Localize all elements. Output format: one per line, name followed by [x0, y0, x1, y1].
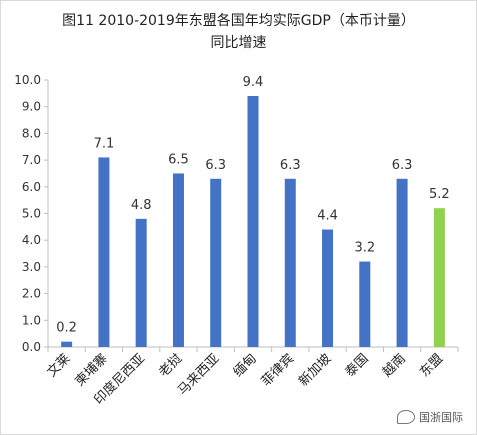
x-category-label: 缅甸	[231, 351, 260, 380]
data-label: 0.2	[56, 321, 77, 336]
chart-title-line-2: 同比增速	[210, 35, 267, 51]
data-label: 6.3	[392, 158, 413, 173]
bar	[247, 96, 259, 348]
chart-title-line-1: 图11 2010-2019年东盟各国年均实际GDP（本币计量）	[62, 13, 415, 29]
y-tick-label: 4.0	[22, 233, 41, 247]
y-tick-label: 0.0	[22, 340, 41, 354]
y-tick-label: 10.0	[14, 73, 41, 87]
bar	[396, 178, 408, 347]
bar	[322, 229, 334, 347]
bar	[135, 218, 147, 347]
x-category-label: 文莱	[44, 351, 73, 380]
y-tick-label: 7.0	[22, 153, 41, 167]
x-category-label: 泰国	[343, 351, 372, 380]
y-tick-label: 1.0	[22, 313, 41, 327]
bar	[359, 261, 371, 347]
x-category-label: 菲律宾	[258, 351, 297, 390]
x-category-label: 越南	[379, 351, 409, 381]
x-category-label: 新加坡	[295, 351, 334, 390]
x-category-label: 东盟	[417, 351, 446, 380]
wechat-icon	[397, 410, 415, 424]
data-label: 6.3	[280, 158, 301, 173]
data-label: 9.4	[243, 75, 264, 90]
y-tick-label: 3.0	[22, 260, 41, 274]
y-tick-label: 9.0	[22, 100, 41, 114]
data-label: 6.3	[205, 158, 226, 173]
y-tick-label: 2.0	[22, 287, 41, 301]
bar	[61, 341, 73, 347]
data-label: 7.1	[94, 136, 115, 151]
x-category-label: 马来西亚	[175, 351, 222, 398]
bar	[433, 208, 445, 347]
x-category-label: 老挝	[156, 351, 185, 380]
y-tick-label: 6.0	[22, 180, 41, 194]
y-tick-label: 5.0	[22, 207, 41, 221]
data-label: 5.2	[429, 187, 450, 202]
data-label: 6.5	[168, 152, 189, 167]
data-label: 3.2	[354, 241, 375, 256]
watermark: 国浙国际	[397, 409, 463, 425]
y-tick-label: 8.0	[22, 126, 41, 140]
watermark-text: 国浙国际	[419, 411, 463, 424]
bar	[210, 178, 222, 347]
data-label: 4.8	[131, 198, 152, 213]
bar	[98, 157, 110, 347]
data-label: 4.4	[317, 209, 338, 224]
bar	[284, 178, 296, 347]
bar	[172, 173, 184, 347]
